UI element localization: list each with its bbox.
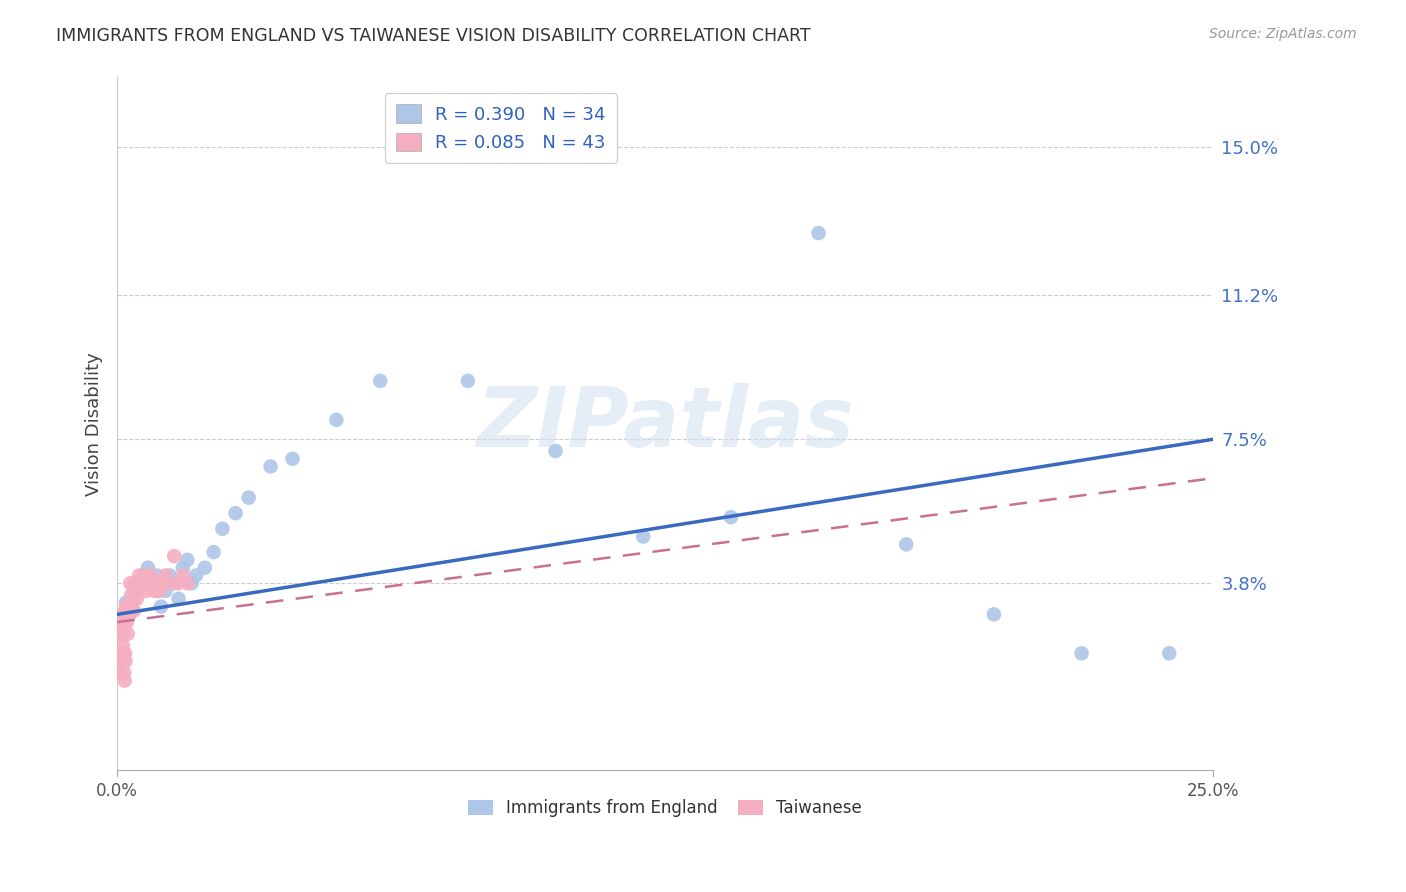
Point — [807, 226, 830, 240]
Text: ZIPatlas: ZIPatlas — [477, 384, 853, 464]
Point — [457, 374, 479, 388]
Point — [720, 510, 742, 524]
Point — [150, 599, 173, 614]
Point — [141, 576, 163, 591]
Point — [107, 627, 129, 641]
Point — [159, 568, 181, 582]
Point — [121, 596, 143, 610]
Point — [115, 615, 138, 629]
Point — [136, 560, 159, 574]
Point — [128, 576, 150, 591]
Point — [194, 560, 217, 574]
Point — [1070, 646, 1092, 660]
Point — [145, 568, 167, 582]
Point — [143, 584, 166, 599]
Y-axis label: Vision Disability: Vision Disability — [86, 351, 103, 496]
Point — [176, 553, 198, 567]
Point — [108, 665, 131, 680]
Point — [110, 654, 132, 668]
Point — [159, 576, 181, 591]
Point — [202, 545, 225, 559]
Point — [128, 568, 150, 582]
Point — [225, 506, 247, 520]
Point — [163, 549, 186, 563]
Point — [150, 576, 173, 591]
Point — [211, 522, 233, 536]
Point — [141, 576, 163, 591]
Point — [148, 584, 170, 599]
Point — [114, 673, 136, 688]
Point — [631, 530, 654, 544]
Point — [112, 646, 135, 660]
Point — [114, 646, 136, 660]
Text: Source: ZipAtlas.com: Source: ZipAtlas.com — [1209, 27, 1357, 41]
Point — [111, 639, 134, 653]
Point — [132, 568, 155, 582]
Point — [120, 588, 142, 602]
Point — [155, 568, 177, 582]
Point — [1159, 646, 1181, 660]
Point — [122, 603, 145, 617]
Point — [983, 607, 1005, 622]
Point — [163, 576, 186, 591]
Point — [136, 576, 159, 591]
Legend: Immigrants from England, Taiwanese: Immigrants from England, Taiwanese — [461, 793, 869, 824]
Point — [145, 576, 167, 591]
Point — [112, 665, 135, 680]
Point — [110, 646, 132, 660]
Point — [180, 576, 202, 591]
Point — [110, 615, 132, 629]
Point — [238, 491, 260, 505]
Point — [117, 599, 139, 614]
Text: IMMIGRANTS FROM ENGLAND VS TAIWANESE VISION DISABILITY CORRELATION CHART: IMMIGRANTS FROM ENGLAND VS TAIWANESE VIS… — [56, 27, 811, 45]
Point — [115, 596, 138, 610]
Point — [259, 459, 281, 474]
Point — [167, 576, 190, 591]
Point — [325, 413, 347, 427]
Point — [124, 576, 146, 591]
Point — [111, 627, 134, 641]
Point — [114, 654, 136, 668]
Point — [135, 584, 157, 599]
Point — [117, 627, 139, 641]
Point — [155, 584, 177, 599]
Point — [124, 584, 146, 599]
Point — [120, 576, 142, 591]
Point — [172, 568, 194, 582]
Point — [139, 568, 162, 582]
Point — [129, 576, 152, 591]
Point — [896, 537, 918, 551]
Point — [544, 444, 567, 458]
Point — [281, 451, 304, 466]
Point — [118, 607, 141, 622]
Point — [368, 374, 391, 388]
Point — [110, 607, 132, 622]
Point — [112, 654, 135, 668]
Point — [132, 568, 155, 582]
Point — [124, 584, 146, 599]
Point — [172, 560, 194, 574]
Point — [115, 599, 138, 614]
Point — [125, 591, 148, 606]
Point — [167, 591, 190, 606]
Point — [184, 568, 207, 582]
Point — [176, 576, 198, 591]
